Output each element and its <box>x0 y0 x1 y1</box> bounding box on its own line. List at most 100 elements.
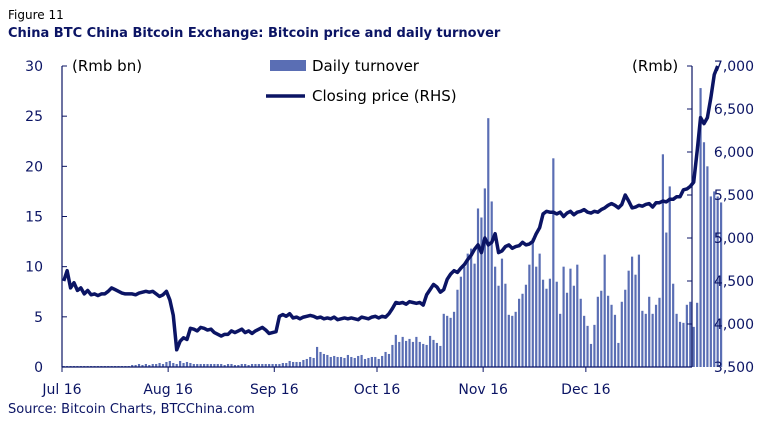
turnover-bar <box>230 363 233 367</box>
turnover-bar <box>189 362 192 367</box>
turnover-bar <box>569 268 572 367</box>
turnover-bar <box>192 363 195 367</box>
turnover-bar <box>319 351 322 367</box>
turnover-bar <box>131 364 134 367</box>
turnover-bar <box>274 363 278 367</box>
turnover-bar <box>411 341 415 367</box>
x-tick-label: Sep 16 <box>250 382 299 398</box>
turnover-bar <box>151 363 154 367</box>
turnover-bar <box>545 288 548 367</box>
turnover-bar <box>466 253 469 367</box>
right-tick-label: 4,500 <box>714 274 754 290</box>
x-tick-label: Jul 16 <box>41 382 81 398</box>
turnover-bar <box>422 343 425 367</box>
turnover-bar <box>535 266 538 367</box>
left-tick-label: 15 <box>25 210 43 226</box>
turnover-bar <box>439 345 442 367</box>
turnover-bar <box>247 364 250 367</box>
turnover-bar <box>141 364 144 367</box>
turnover-bar <box>446 315 449 367</box>
turnover-bars <box>62 88 723 367</box>
turnover-bar <box>696 302 699 367</box>
turnover-bar <box>565 292 569 367</box>
chart-title: China BTC China Bitcoin Exchange: Bitcoi… <box>8 26 501 41</box>
turnover-bar <box>257 363 260 367</box>
legend-turnover-swatch <box>270 60 306 71</box>
turnover-bar <box>699 88 702 367</box>
turnover-bar <box>658 297 661 367</box>
turnover-bar <box>387 353 391 367</box>
turnover-bar <box>442 313 445 367</box>
turnover-bar <box>144 363 147 367</box>
source-note: Source: Bitcoin Charts, BTCChina.com <box>8 402 255 417</box>
turnover-bar <box>675 313 678 367</box>
turnover-bar <box>634 274 637 367</box>
turnover-bar <box>552 158 555 367</box>
turnover-bar <box>524 284 528 367</box>
turnover-bar <box>610 304 613 367</box>
turnover-bar <box>521 293 524 367</box>
turnover-bar <box>678 321 682 367</box>
figure-label: Figure 11 <box>8 8 64 22</box>
turnover-bar <box>185 361 189 367</box>
turnover-bar <box>494 266 497 367</box>
turnover-bar <box>706 166 709 367</box>
legend: Daily turnover Closing price (RHS) <box>266 57 457 105</box>
right-axis-unit: (Rmb) <box>632 57 678 75</box>
turnover-bar <box>165 361 168 367</box>
turnover-bar <box>374 356 377 367</box>
turnover-bar <box>459 276 462 367</box>
turnover-bar <box>175 363 178 367</box>
turnover-bar <box>511 315 514 367</box>
turnover-bar <box>158 362 161 367</box>
turnover-bar <box>589 343 593 367</box>
turnover-bar <box>685 304 688 367</box>
turnover-bar <box>203 363 206 367</box>
turnover-bar <box>490 201 493 367</box>
turnover-bar <box>600 290 603 367</box>
turnover-bar <box>367 357 370 367</box>
turnover-bar <box>223 364 226 367</box>
turnover-bar <box>155 363 158 367</box>
turnover-bar <box>172 362 175 367</box>
turnover-bar <box>548 278 551 367</box>
turnover-bar <box>182 362 185 367</box>
turnover-bar <box>322 353 326 367</box>
turnover-bar <box>583 315 586 367</box>
closing-price-line <box>62 65 720 352</box>
turnover-bar <box>716 196 719 367</box>
turnover-bar <box>206 363 209 367</box>
turnover-bar <box>425 344 428 367</box>
turnover-bar <box>689 301 692 367</box>
turnover-bar <box>261 363 264 367</box>
turnover-bar <box>250 363 254 367</box>
turnover-bar <box>504 283 507 367</box>
turnover-bar <box>346 354 349 367</box>
turnover-bar <box>709 196 712 367</box>
axis-ticks: 0 5 10 15 20 25 30 3,500 4,000 4,500 5,000 5,500 6,0… <box>25 59 754 398</box>
turnover-bar <box>391 344 394 367</box>
left-tick-label: 5 <box>34 310 43 326</box>
left-tick-label: 10 <box>25 260 43 276</box>
turnover-bar <box>514 311 517 367</box>
x-tick-label: Dec 16 <box>561 382 610 398</box>
turnover-bar <box>607 295 610 367</box>
turnover-bar <box>244 363 247 367</box>
turnover-bar <box>579 298 582 367</box>
right-tick-label: 4,000 <box>714 317 754 333</box>
left-tick-label: 0 <box>34 360 43 376</box>
turnover-bar <box>576 264 579 367</box>
turnover-bar <box>271 363 274 367</box>
turnover-bar <box>654 304 658 367</box>
turnover-bar <box>463 266 466 367</box>
turnover-bar <box>315 346 319 367</box>
turnover-bar <box>593 324 596 367</box>
turnover-bar <box>559 313 562 367</box>
turnover-bar <box>624 289 627 367</box>
turnover-bar <box>240 363 243 367</box>
turnover-bar <box>637 254 641 367</box>
turnover-bar <box>668 186 671 367</box>
turnover-bar <box>237 364 240 367</box>
turnover-bar <box>555 281 558 367</box>
turnover-bar <box>682 322 685 367</box>
